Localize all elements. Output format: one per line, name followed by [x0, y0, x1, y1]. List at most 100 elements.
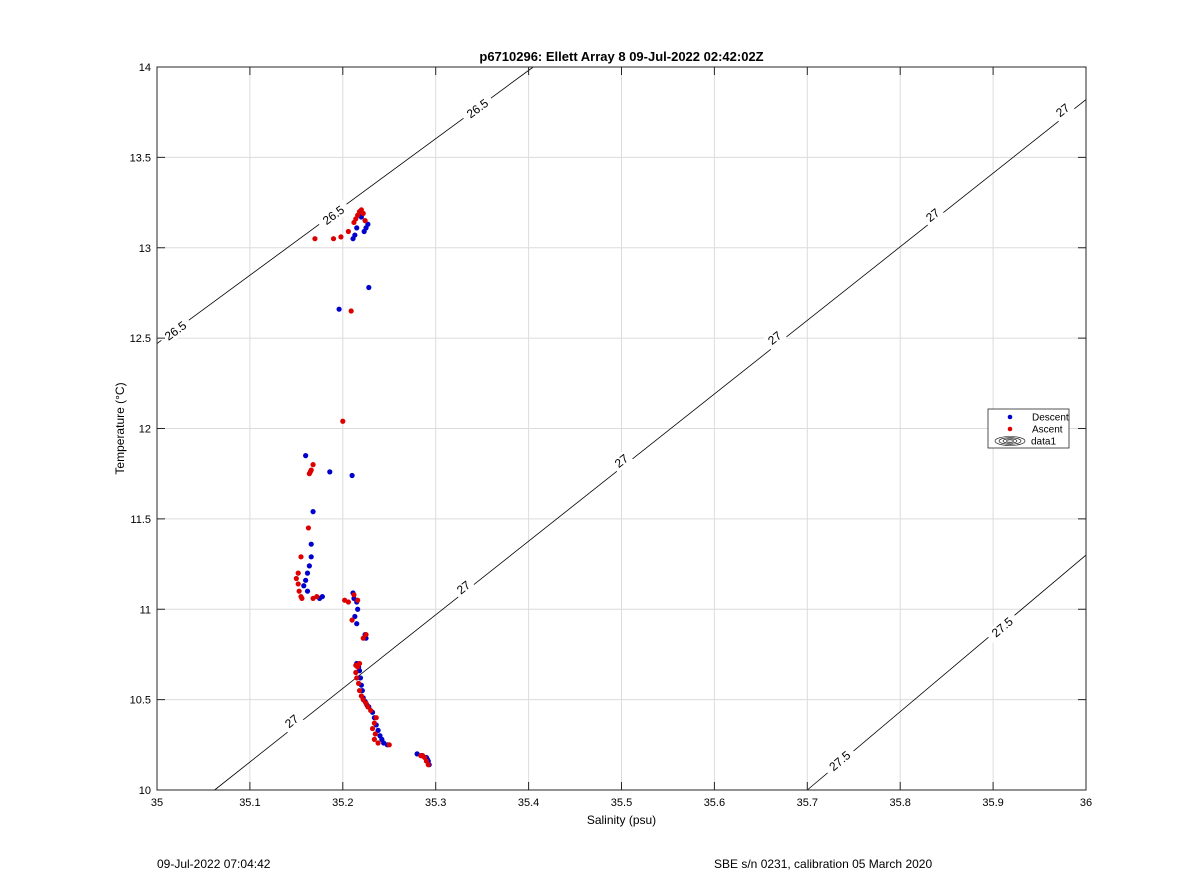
x-tick-label: 35 [151, 797, 163, 809]
ascent-point [368, 707, 374, 714]
ascent-point [312, 236, 318, 242]
contour-label: 26.5 [315, 199, 352, 231]
ascent-point [371, 736, 377, 742]
ascent-point [369, 725, 376, 732]
legend-marker [1007, 426, 1013, 432]
x-tick-label: 35.9 [982, 797, 1003, 809]
contour-label: 27 [609, 449, 634, 473]
ascent-point [310, 462, 316, 468]
descent-point [301, 583, 307, 589]
ascent-point [298, 593, 304, 600]
descent-point [336, 306, 342, 312]
x-tick-label: 35.5 [611, 797, 632, 809]
descent-point [304, 588, 311, 594]
ascent-point [310, 595, 316, 602]
ascent-point [330, 236, 337, 242]
ascent-point [338, 234, 344, 240]
descent-point [354, 225, 360, 231]
contour-label: 27 [762, 326, 787, 350]
contour-label-bg [762, 326, 787, 350]
legend-box [987, 408, 1070, 449]
contour-label-bg [1050, 98, 1075, 123]
y-tick-label: 10.5 [130, 695, 151, 707]
ascent-point [293, 575, 299, 582]
chart-title: p6710296: Ellett Array 8 09-Jul-2022 02:… [479, 49, 763, 64]
ascent-point [371, 720, 377, 726]
contour-label: 27 [279, 709, 304, 734]
ascent-point [345, 228, 351, 235]
ascent-point [372, 731, 378, 737]
descent-point [327, 469, 333, 475]
y-tick-label: 10 [139, 785, 151, 797]
contour-label-bg [459, 92, 496, 125]
descent-point [352, 613, 358, 620]
ascent-point [342, 597, 348, 603]
x-tick-label: 35.4 [518, 797, 539, 809]
ascent-point [351, 592, 357, 598]
x-tick-label: 36 [1080, 797, 1092, 809]
contour-label-bg [609, 449, 634, 473]
ascent-point [360, 635, 366, 641]
contour-label-bg [822, 744, 858, 778]
ascent-point [363, 631, 369, 638]
y-axis-label: Temperature (°C) [113, 382, 127, 474]
contour-label: 27.5 [822, 744, 858, 778]
ascent-point [353, 662, 359, 668]
ascent-point [362, 218, 368, 224]
legend-contour-icon [1002, 438, 1018, 444]
legend-entry: Ascent [1032, 425, 1063, 436]
contour-label-bg [279, 709, 304, 734]
legend-contour-icon [994, 436, 1026, 446]
descent-point [350, 236, 356, 242]
descent-point [377, 733, 383, 739]
y-tick-label: 11 [140, 604, 151, 616]
ascent-point [386, 742, 392, 748]
contour-line [807, 554, 1087, 791]
ascent-point [360, 210, 366, 217]
ascent-point [295, 570, 301, 576]
ascent-point [296, 588, 302, 594]
ascent-point [340, 418, 346, 424]
ascent-point [418, 753, 424, 759]
y-tick-label: 12.5 [130, 333, 151, 345]
x-tick-label: 35.3 [425, 797, 446, 809]
descent-point [357, 675, 364, 681]
descent-point [355, 606, 361, 612]
descent-point [349, 472, 355, 479]
descent-point [308, 541, 314, 547]
descent-point [375, 727, 381, 733]
x-tick-label: 35.7 [797, 797, 818, 809]
ascent-point [358, 693, 364, 699]
descent-point [306, 563, 312, 569]
ascent-point [295, 581, 301, 587]
ascent-point [353, 669, 359, 676]
legend-contour-icon [1006, 439, 1014, 443]
descent-point [366, 284, 372, 291]
x-tick-label: 35.1 [239, 797, 260, 809]
x-tick-label: 35.6 [704, 797, 725, 809]
x-axis-label: Salinity (psu) [587, 813, 656, 827]
legend-contour-icon [998, 437, 1022, 445]
x-tick-label: 35.8 [889, 797, 910, 809]
contour-label: 27 [1050, 98, 1075, 123]
descent-point [304, 570, 311, 576]
descent-point [310, 509, 316, 515]
contour-label-bg [315, 199, 352, 231]
contour-label-bg [920, 203, 945, 227]
ascent-point [306, 471, 312, 477]
descent-point [308, 554, 314, 560]
contour-label-bg [984, 611, 1020, 644]
contour-label-bg [451, 575, 476, 600]
y-tick-label: 13.5 [130, 152, 151, 164]
contour-label: 27 [920, 203, 945, 227]
y-tick-label: 12 [139, 424, 151, 436]
ascent-point [349, 617, 355, 623]
x-tick-label: 35.2 [332, 797, 353, 809]
y-tick-label: 13 [139, 243, 151, 255]
ascent-point [354, 675, 360, 681]
y-tick-label: 11.5 [130, 514, 151, 526]
ascent-point [355, 680, 362, 686]
ascent-point [355, 597, 361, 603]
legend-entry: Descent [1032, 413, 1069, 424]
